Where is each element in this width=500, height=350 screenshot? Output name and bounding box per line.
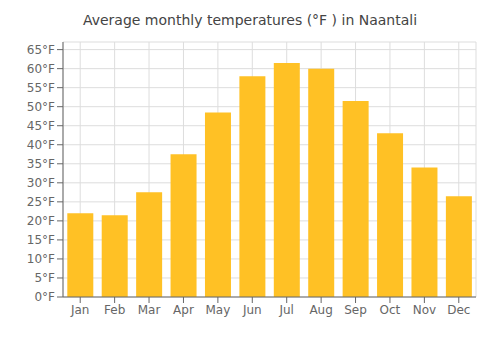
svg-text:45°F: 45°F — [27, 119, 55, 133]
svg-text:10°F: 10°F — [27, 252, 55, 266]
svg-text:50°F: 50°F — [27, 100, 55, 114]
svg-text:5°F: 5°F — [34, 271, 55, 285]
svg-text:Jan: Jan — [70, 303, 90, 317]
svg-text:Oct: Oct — [380, 303, 401, 317]
svg-text:0°F: 0°F — [34, 290, 55, 304]
svg-text:20°F: 20°F — [27, 214, 55, 228]
svg-text:Jul: Jul — [278, 303, 293, 317]
svg-text:Sep: Sep — [344, 303, 367, 317]
svg-text:Feb: Feb — [104, 303, 125, 317]
svg-text:Dec: Dec — [447, 303, 470, 317]
svg-text:40°F: 40°F — [27, 138, 55, 152]
svg-text:15°F: 15°F — [27, 233, 55, 247]
svg-text:Mar: Mar — [138, 303, 161, 317]
svg-text:30°F: 30°F — [27, 176, 55, 190]
svg-text:May: May — [205, 303, 230, 317]
svg-text:60°F: 60°F — [27, 62, 55, 76]
svg-text:65°F: 65°F — [27, 43, 55, 57]
svg-text:Aug: Aug — [309, 303, 332, 317]
svg-text:Apr: Apr — [173, 303, 194, 317]
svg-text:Nov: Nov — [413, 303, 436, 317]
svg-text:35°F: 35°F — [27, 157, 55, 171]
svg-text:Jun: Jun — [242, 303, 262, 317]
svg-text:25°F: 25°F — [27, 195, 55, 209]
html-text:Average monthly temperatures (: Average monthly temperatures (°F ) in Na… — [82, 12, 418, 28]
svg-text:55°F: 55°F — [27, 81, 55, 95]
